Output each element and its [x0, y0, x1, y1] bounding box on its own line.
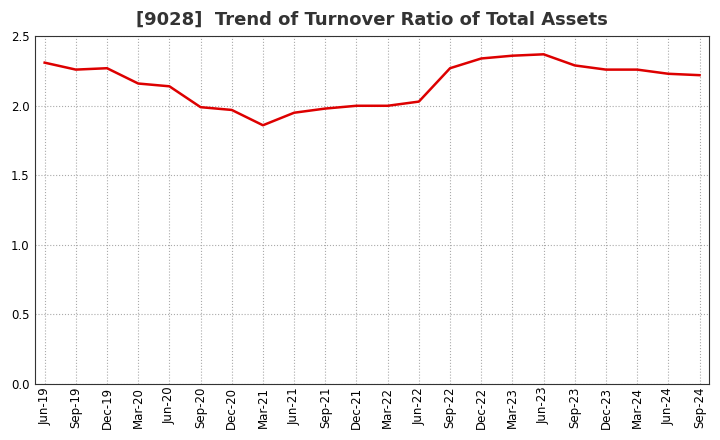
Title: [9028]  Trend of Turnover Ratio of Total Assets: [9028] Trend of Turnover Ratio of Total … — [136, 11, 608, 29]
